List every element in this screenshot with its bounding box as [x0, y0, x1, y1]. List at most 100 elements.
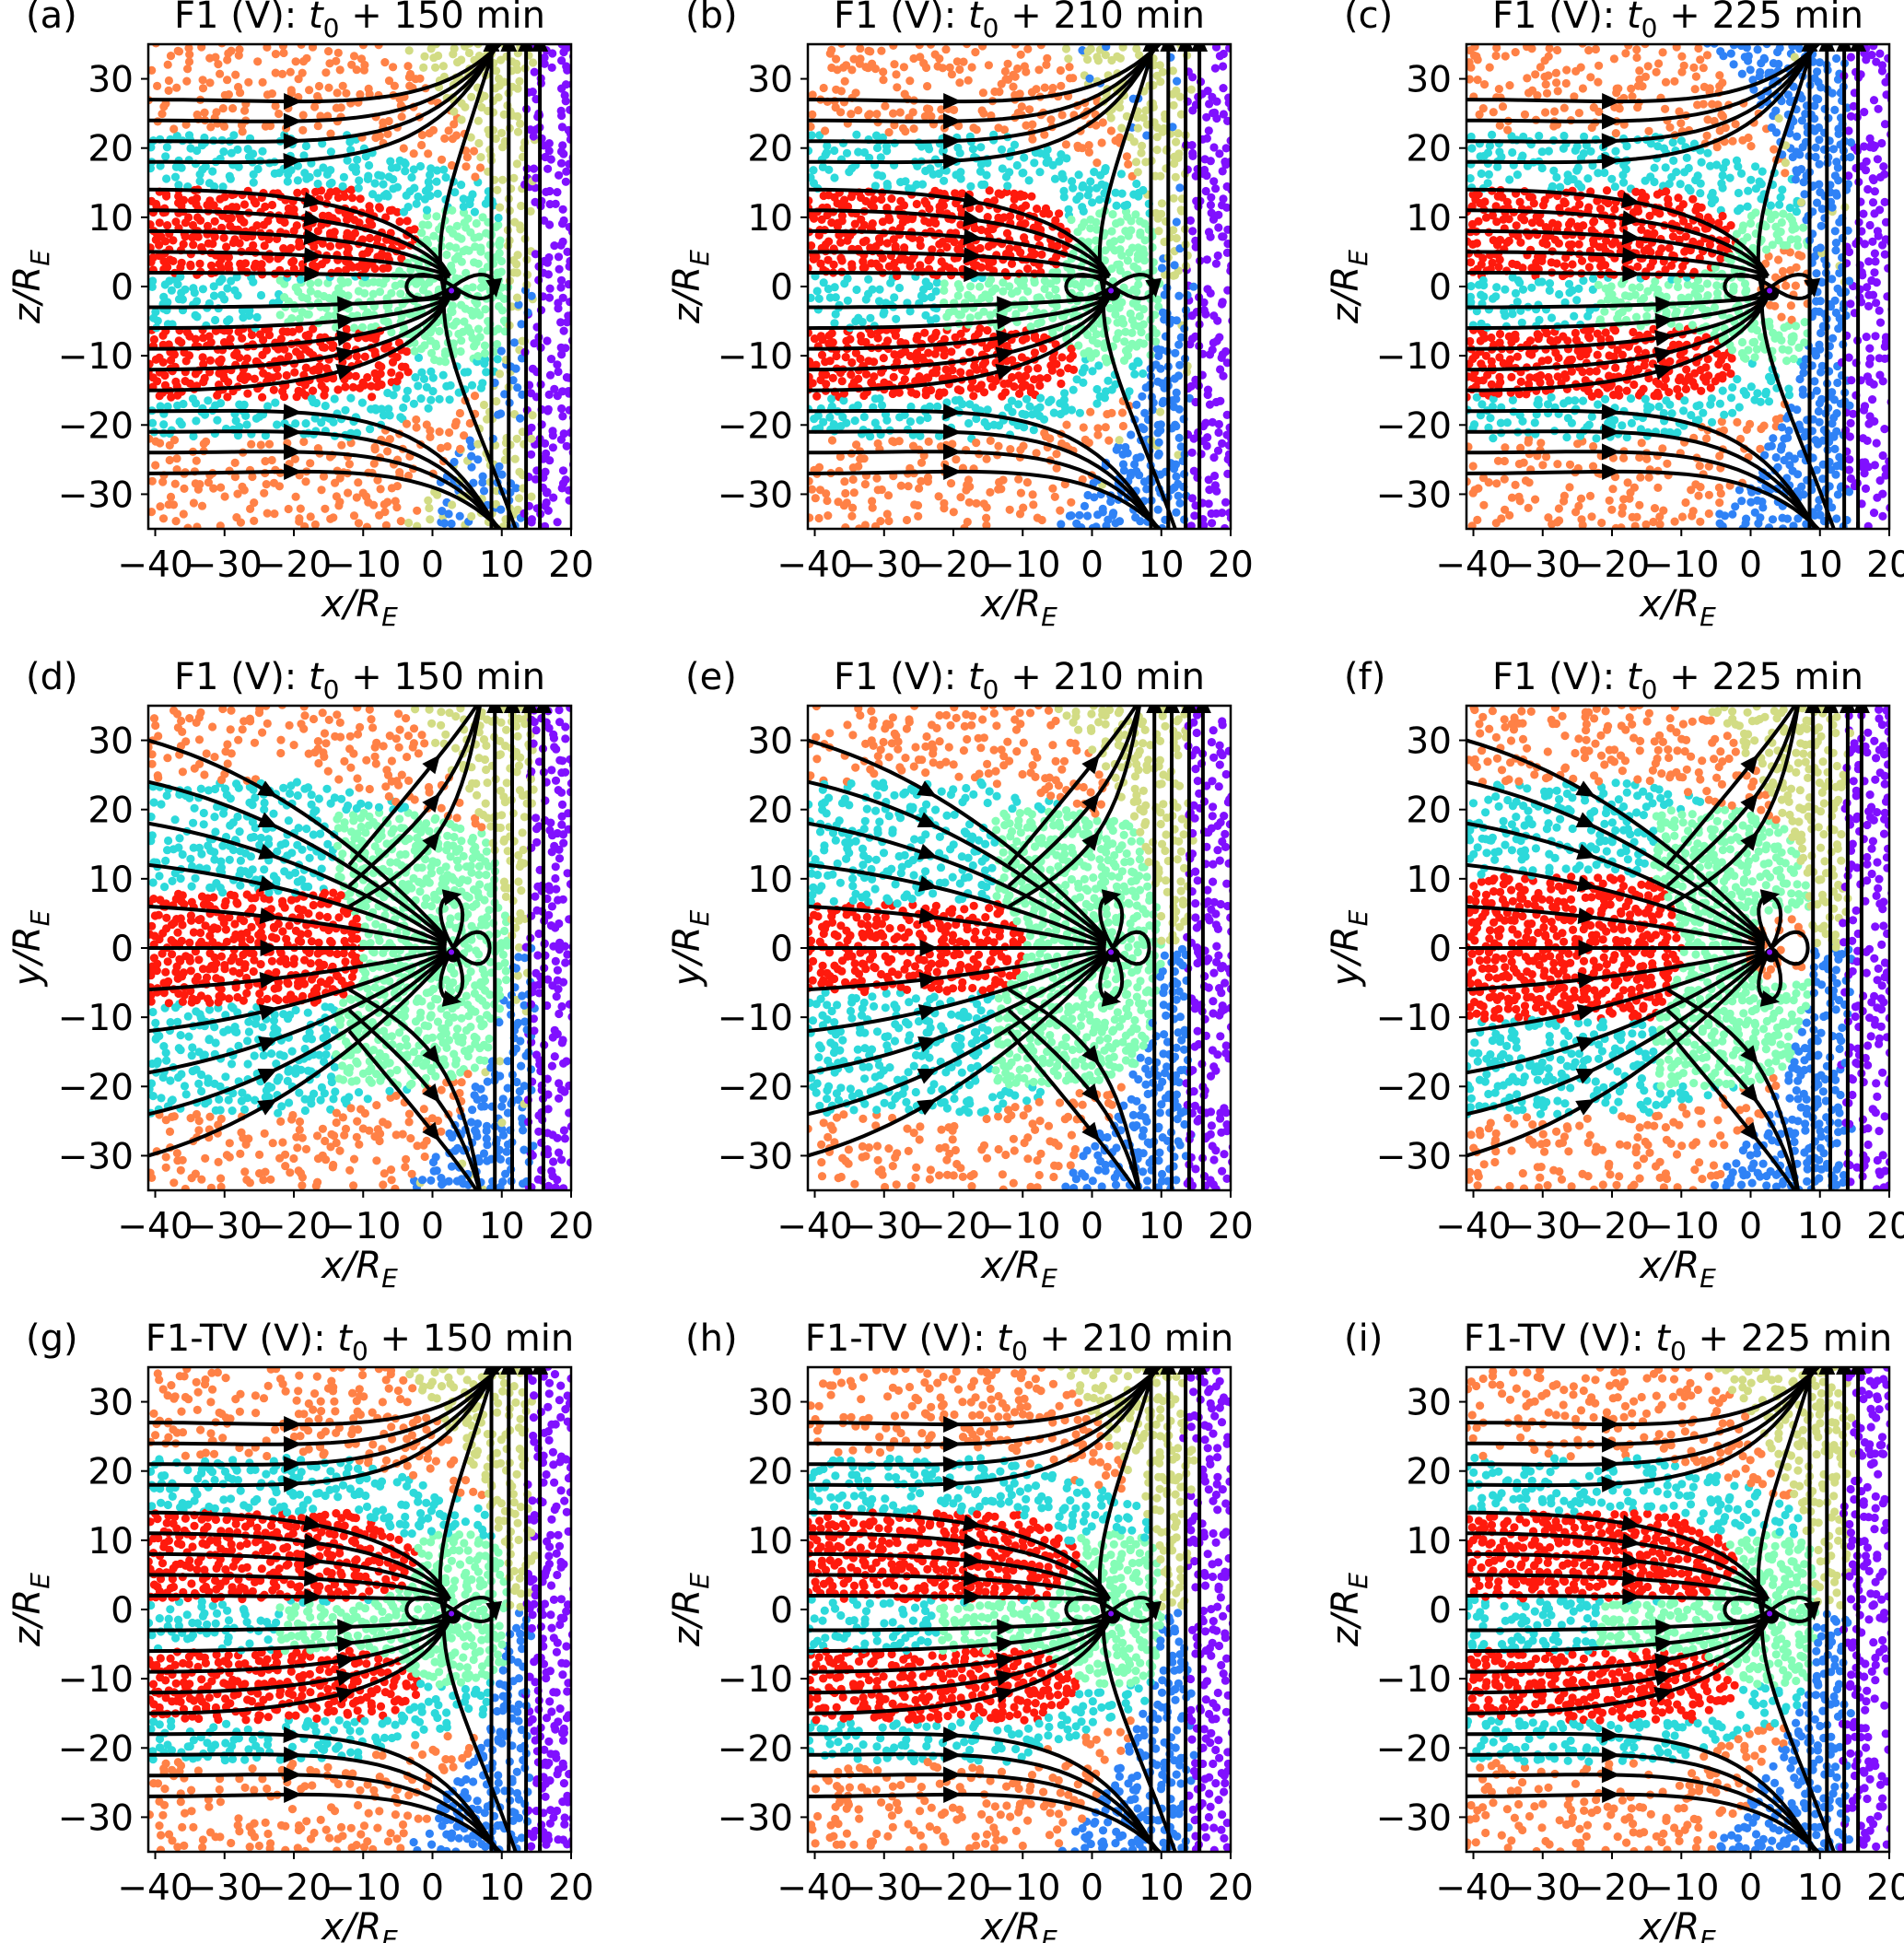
point-purple: [1203, 285, 1212, 294]
point-cyan: [854, 147, 863, 157]
point-red: [1020, 233, 1029, 242]
point-orange: [195, 480, 204, 489]
point-red: [836, 238, 846, 247]
point-cyan: [1496, 418, 1505, 427]
point-purple: [1199, 298, 1209, 307]
point-olive: [1106, 113, 1116, 123]
point-red: [330, 228, 339, 237]
point-orange: [299, 437, 309, 447]
point-mint: [1132, 287, 1141, 297]
point-cyan: [843, 296, 852, 305]
streamline: [808, 429, 1161, 529]
point-cyan: [383, 192, 392, 201]
point-cyan: [242, 420, 251, 429]
streamline-arrow: [964, 265, 983, 283]
point-cyan: [470, 207, 479, 217]
point-mint: [396, 289, 405, 298]
point-purple: [574, 431, 582, 439]
y-tick-label: 0: [111, 267, 134, 309]
point-red: [1487, 333, 1496, 343]
point-cyan: [313, 179, 322, 189]
point-mint: [1052, 301, 1061, 311]
point-olive: [457, 115, 466, 124]
point-red: [1496, 235, 1505, 245]
point-cyan: [426, 395, 436, 404]
point-red: [320, 343, 330, 352]
point-cyan: [364, 171, 373, 181]
point-cyan: [1139, 369, 1148, 379]
point-cyan: [934, 431, 944, 440]
point-cyan: [1132, 179, 1141, 189]
point-olive: [1155, 61, 1164, 70]
point-mint: [1092, 348, 1101, 358]
point-red: [161, 190, 171, 199]
point-cyan: [1562, 433, 1571, 442]
point-red: [983, 326, 992, 335]
point-orange: [978, 44, 987, 51]
point-cyan: [233, 291, 242, 300]
point-olive: [527, 434, 536, 443]
point-purple: [545, 186, 555, 196]
point-cyan: [1491, 292, 1501, 301]
title-var: t: [1627, 0, 1642, 37]
point-orange: [223, 76, 232, 85]
point-red: [1559, 332, 1568, 341]
point-mint: [375, 287, 385, 297]
point-red: [847, 260, 857, 269]
point-red: [856, 332, 865, 341]
point-red: [928, 245, 937, 254]
point-mint: [295, 314, 304, 323]
point-cyan: [296, 275, 305, 284]
point-red: [1525, 336, 1535, 345]
point-cyan: [1584, 420, 1594, 429]
point-red: [808, 372, 813, 381]
point-red: [808, 241, 816, 251]
point-red: [210, 217, 219, 226]
point-orange: [278, 44, 287, 51]
point-purple: [1232, 399, 1241, 407]
point-olive: [1141, 106, 1151, 115]
point-blue: [1092, 522, 1101, 529]
point-purple: [1206, 201, 1215, 210]
point-cyan: [231, 416, 240, 426]
point-orange: [332, 56, 341, 65]
point-red: [1033, 364, 1043, 373]
point-red: [1571, 328, 1580, 338]
point-purple: [1213, 446, 1223, 455]
point-orange: [389, 63, 398, 72]
point-orange: [1485, 63, 1494, 72]
point-blue: [1057, 520, 1066, 529]
point-orange: [265, 122, 275, 131]
point-red: [155, 218, 164, 228]
point-purple: [556, 283, 566, 292]
point-cyan: [1112, 201, 1121, 210]
point-orange: [808, 110, 817, 119]
point-red: [189, 240, 198, 250]
point-red: [810, 334, 819, 344]
point-orange: [808, 513, 814, 522]
point-purple: [563, 247, 571, 256]
streamline-arrow: [518, 44, 535, 52]
point-orange: [1078, 474, 1087, 485]
point-orange: [1016, 488, 1025, 497]
point-orange: [1565, 460, 1575, 469]
point-purple: [1218, 439, 1227, 448]
point-orange: [827, 45, 836, 54]
point-cyan: [355, 176, 364, 185]
point-mint: [1033, 308, 1042, 317]
point-cyan: [852, 130, 861, 139]
point-red: [1487, 357, 1496, 366]
point-mint: [387, 328, 396, 337]
point-blue: [1136, 452, 1145, 462]
point-orange: [908, 108, 917, 117]
point-blue: [1142, 485, 1151, 494]
point-orange: [185, 50, 194, 59]
point-purple: [573, 360, 581, 369]
point-red: [1524, 380, 1534, 389]
point-purple: [1211, 184, 1221, 193]
point-orange: [262, 480, 271, 489]
point-cyan: [830, 319, 839, 328]
point-orange: [1022, 121, 1031, 130]
point-red: [1489, 236, 1498, 245]
point-orange: [819, 83, 828, 93]
